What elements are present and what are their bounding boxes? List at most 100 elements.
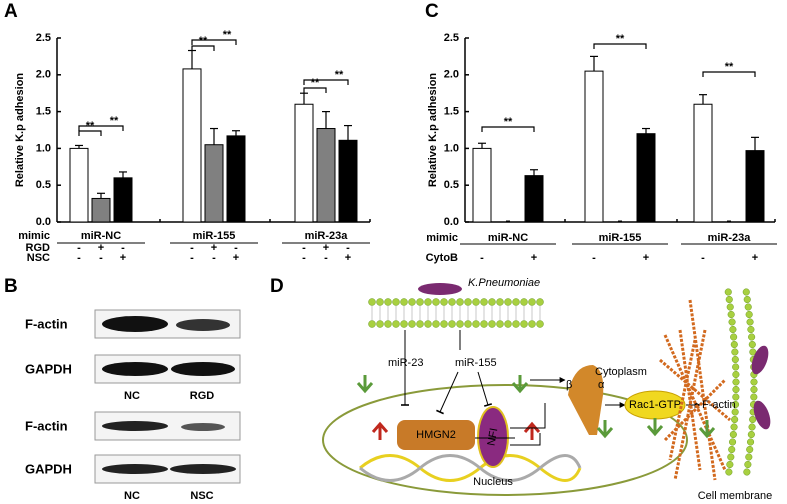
band — [102, 362, 168, 376]
up-arrow — [371, 421, 389, 440]
lipid — [728, 445, 736, 454]
actin-filament — [678, 329, 702, 471]
lipid — [732, 363, 740, 371]
y-axis-label: Relative K.p adhesion — [14, 73, 26, 188]
lipid — [742, 288, 750, 296]
lipid — [416, 298, 424, 306]
sign: - — [592, 252, 596, 264]
lipid — [504, 320, 512, 328]
band — [102, 464, 168, 474]
lipid — [408, 298, 416, 306]
actin-filament — [688, 299, 717, 481]
bacterium — [753, 400, 771, 430]
lipid — [528, 298, 536, 306]
lipid — [728, 318, 736, 326]
rac1-label: Rac1-GTP — [629, 399, 681, 411]
band — [171, 362, 235, 376]
sign: + — [98, 242, 104, 254]
significance-label: ** — [504, 116, 513, 128]
sign: + — [752, 252, 758, 264]
lipid — [725, 468, 733, 476]
lipid — [456, 298, 464, 306]
significance-label: ** — [335, 69, 344, 81]
sign: - — [190, 252, 194, 264]
arrow — [436, 371, 459, 415]
group-label: miR-23a — [708, 232, 752, 244]
significance-bracket — [481, 126, 535, 132]
hmgn2 — [397, 420, 475, 450]
sign: + — [211, 242, 217, 254]
actin-filament — [673, 329, 707, 481]
lipid — [726, 460, 734, 469]
bar — [338, 139, 358, 223]
hmgn2-label: HMGN2 — [416, 429, 456, 441]
mirna: miR-23 — [388, 357, 423, 369]
actin-filament — [663, 334, 727, 471]
actin-filament — [659, 358, 731, 422]
sign: - — [302, 242, 306, 254]
significance-label: ** — [311, 77, 320, 89]
bar — [316, 128, 336, 223]
y-tick-label: 1.5 — [36, 106, 51, 118]
sign: + — [531, 252, 537, 264]
lipid — [726, 303, 734, 311]
significance-label: ** — [725, 61, 734, 73]
significance-bracket — [78, 125, 124, 131]
lipid — [731, 415, 739, 424]
y-tick-label: 0.0 — [36, 216, 51, 228]
lipid — [528, 320, 536, 328]
row-label: NSC — [27, 252, 50, 264]
y-axis-label: Relative K.p adhesion — [427, 73, 439, 188]
lane-label: NC — [124, 490, 140, 502]
sign: + — [345, 252, 351, 264]
lipid — [750, 385, 758, 394]
alpha-label: α — [598, 379, 605, 391]
lipid — [730, 340, 738, 349]
y-tick-label: 2.5 — [444, 32, 459, 44]
lipid — [464, 320, 472, 328]
lipid — [744, 303, 752, 311]
nfi — [477, 406, 509, 468]
lipid — [748, 423, 756, 431]
lipid — [472, 298, 480, 306]
y-tick-label: 1.0 — [444, 142, 459, 154]
lipid — [384, 298, 392, 306]
lipid — [729, 325, 737, 334]
sign: - — [77, 252, 81, 264]
lipid — [432, 320, 440, 328]
sign: - — [212, 252, 216, 264]
row-label: RGD — [26, 242, 51, 254]
lipid — [416, 320, 424, 328]
lipid — [376, 298, 384, 306]
down-arrow — [596, 420, 614, 439]
group-label: miR-NC — [81, 230, 121, 242]
sign: - — [346, 242, 350, 254]
lipid — [746, 318, 754, 326]
cytoplasm-label: Cytoplasm — [595, 366, 647, 378]
y-tick-label: 1.0 — [36, 142, 51, 154]
lane-label: RGD — [190, 390, 215, 402]
lipid — [743, 468, 751, 476]
bacterium — [418, 283, 462, 295]
bacterium-label: K.Pneumoniae — [468, 277, 540, 289]
bar — [636, 133, 656, 223]
band — [170, 464, 236, 474]
lipid — [432, 298, 440, 306]
lipid — [496, 298, 504, 306]
lipid — [744, 460, 752, 469]
sign: - — [302, 252, 306, 264]
lipid — [745, 453, 753, 461]
down-arrow — [356, 375, 374, 394]
dna — [359, 454, 582, 482]
lipid — [724, 288, 732, 296]
dna — [359, 454, 582, 482]
lipid — [731, 400, 740, 409]
lipid — [747, 438, 755, 446]
lipid — [392, 320, 400, 328]
row-label: mimic — [426, 232, 458, 244]
lipid — [440, 320, 448, 328]
panel-label: B — [4, 276, 18, 297]
sign: - — [701, 252, 705, 264]
bar — [113, 177, 133, 223]
lipid — [731, 348, 739, 356]
